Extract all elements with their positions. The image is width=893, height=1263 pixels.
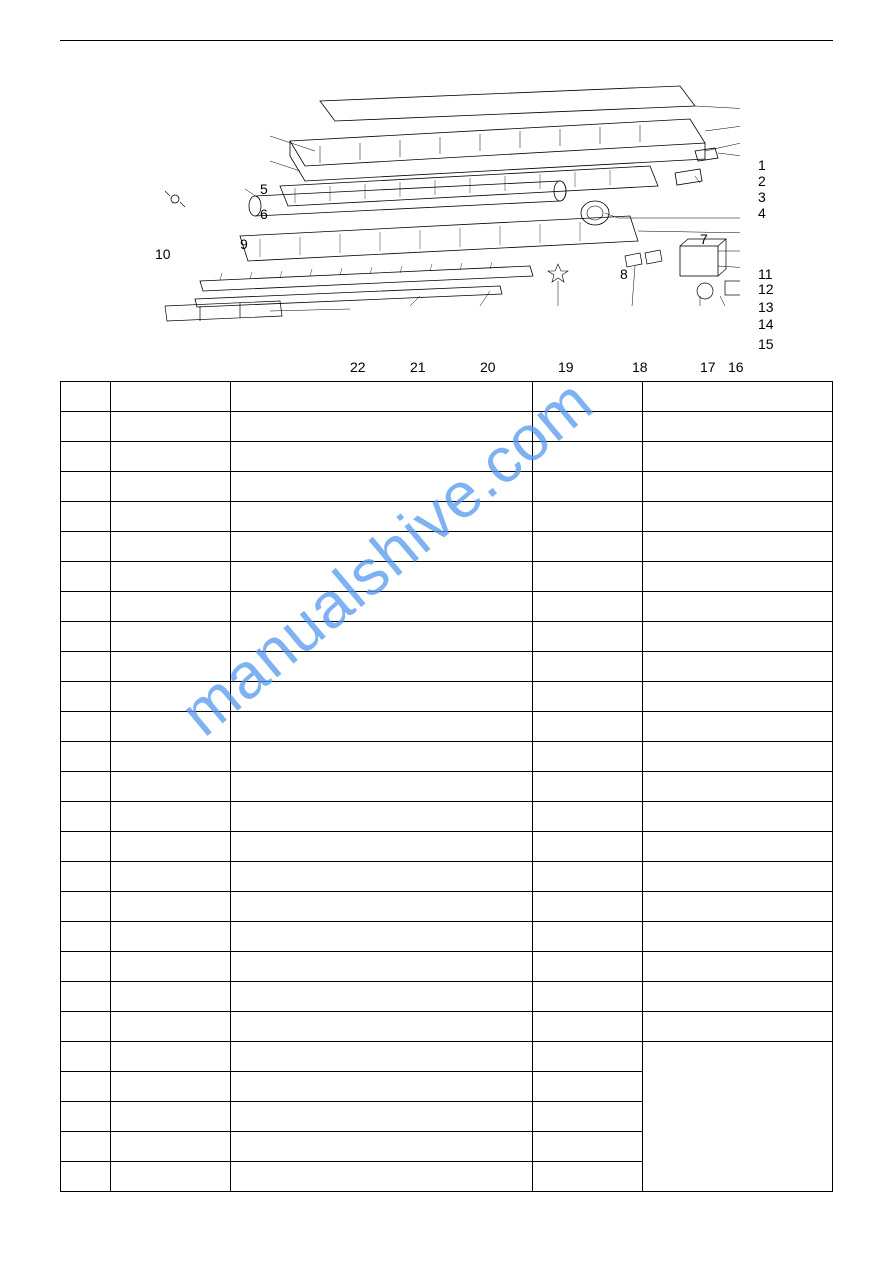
table-row bbox=[61, 922, 833, 952]
table-row bbox=[61, 442, 833, 472]
table-row bbox=[61, 952, 833, 982]
callout-5: 5 bbox=[260, 181, 268, 197]
callout-18: 18 bbox=[632, 359, 648, 375]
callout-20: 20 bbox=[480, 359, 496, 375]
table-row bbox=[61, 712, 833, 742]
callout-16: 16 bbox=[728, 359, 744, 375]
callout-7: 7 bbox=[700, 231, 708, 247]
table-row bbox=[61, 862, 833, 892]
table-row bbox=[61, 742, 833, 772]
callout-15: 15 bbox=[758, 336, 774, 352]
header-part bbox=[111, 382, 231, 412]
table-row bbox=[61, 802, 833, 832]
table-row bbox=[61, 772, 833, 802]
header-remark bbox=[643, 382, 833, 412]
table-row bbox=[61, 682, 833, 712]
table-row bbox=[61, 502, 833, 532]
table-row bbox=[61, 412, 833, 442]
callout-22: 22 bbox=[350, 359, 366, 375]
table-row bbox=[61, 652, 833, 682]
callout-1: 1 bbox=[758, 157, 766, 173]
callout-14: 14 bbox=[758, 316, 774, 332]
header-qty bbox=[533, 382, 643, 412]
header-no bbox=[61, 382, 111, 412]
callout-21: 21 bbox=[410, 359, 426, 375]
callout-3: 3 bbox=[758, 189, 766, 205]
callout-10: 10 bbox=[155, 246, 171, 262]
table-row bbox=[61, 1012, 833, 1042]
callout-9: 9 bbox=[240, 236, 248, 252]
header-desc bbox=[231, 382, 533, 412]
callout-2: 2 bbox=[758, 173, 766, 189]
callout-12: 12 bbox=[758, 281, 774, 297]
table-row bbox=[61, 1042, 833, 1072]
callout-17: 17 bbox=[700, 359, 716, 375]
callout-13: 13 bbox=[758, 299, 774, 315]
callout-8: 8 bbox=[620, 266, 628, 282]
table-row bbox=[61, 592, 833, 622]
table-row bbox=[61, 892, 833, 922]
table-row bbox=[61, 472, 833, 502]
callout-6: 6 bbox=[260, 206, 268, 222]
table-row bbox=[61, 532, 833, 562]
table-row bbox=[61, 562, 833, 592]
parts-table bbox=[60, 381, 833, 1192]
table-row bbox=[61, 982, 833, 1012]
table-row bbox=[61, 832, 833, 862]
top-divider bbox=[60, 40, 833, 41]
diagram-svg bbox=[140, 81, 740, 361]
callout-19: 19 bbox=[558, 359, 574, 375]
callout-4: 4 bbox=[758, 205, 766, 221]
table-header-row bbox=[61, 382, 833, 412]
exploded-diagram: 1 2 3 4 5 6 7 8 9 10 11 12 13 14 15 16 1… bbox=[60, 81, 833, 371]
table-row bbox=[61, 622, 833, 652]
callout-11: 11 bbox=[758, 266, 773, 282]
page-container: 1 2 3 4 5 6 7 8 9 10 11 12 13 14 15 16 1… bbox=[0, 0, 893, 1263]
